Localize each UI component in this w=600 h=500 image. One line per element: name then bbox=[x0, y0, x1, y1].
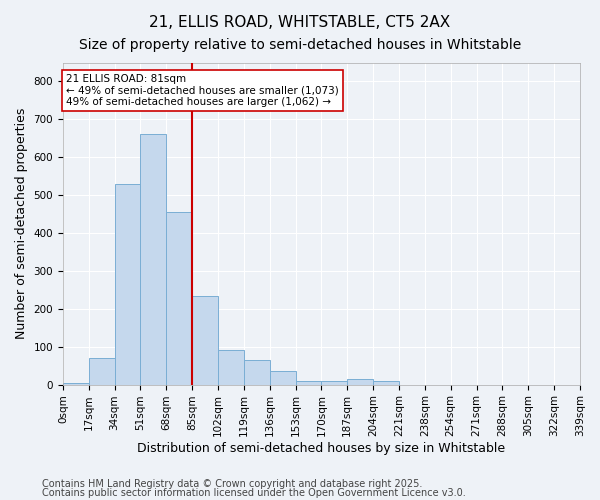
Bar bbox=[296, 381, 322, 384]
Bar bbox=[166, 212, 192, 384]
Bar bbox=[63, 382, 89, 384]
Bar bbox=[192, 296, 218, 384]
Text: Size of property relative to semi-detached houses in Whitstable: Size of property relative to semi-detach… bbox=[79, 38, 521, 52]
Text: Contains HM Land Registry data © Crown copyright and database right 2025.: Contains HM Land Registry data © Crown c… bbox=[42, 479, 422, 489]
Text: Contains public sector information licensed under the Open Government Licence v3: Contains public sector information licen… bbox=[42, 488, 466, 498]
Bar bbox=[89, 358, 115, 384]
Bar bbox=[218, 350, 244, 384]
Bar bbox=[115, 184, 140, 384]
Bar bbox=[322, 381, 347, 384]
Bar bbox=[140, 134, 166, 384]
Bar bbox=[244, 360, 270, 384]
Bar bbox=[347, 379, 373, 384]
Y-axis label: Number of semi-detached properties: Number of semi-detached properties bbox=[15, 108, 28, 339]
Text: 21 ELLIS ROAD: 81sqm
← 49% of semi-detached houses are smaller (1,073)
49% of se: 21 ELLIS ROAD: 81sqm ← 49% of semi-detac… bbox=[66, 74, 338, 107]
Text: 21, ELLIS ROAD, WHITSTABLE, CT5 2AX: 21, ELLIS ROAD, WHITSTABLE, CT5 2AX bbox=[149, 15, 451, 30]
Bar bbox=[270, 372, 296, 384]
Bar bbox=[373, 381, 399, 384]
X-axis label: Distribution of semi-detached houses by size in Whitstable: Distribution of semi-detached houses by … bbox=[137, 442, 506, 455]
